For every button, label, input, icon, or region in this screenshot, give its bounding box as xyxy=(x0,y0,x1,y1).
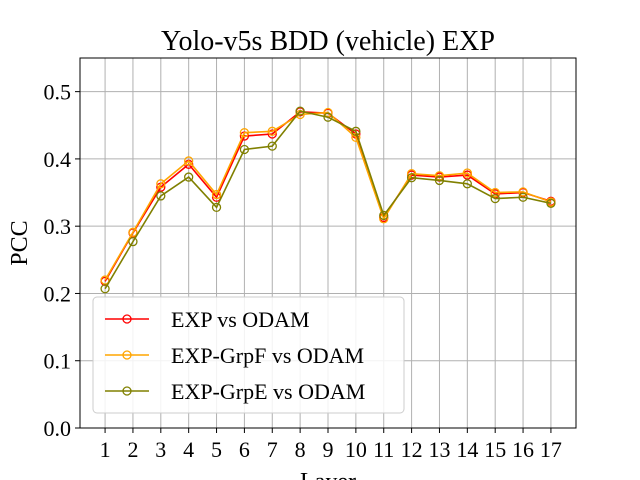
series-layer xyxy=(100,106,556,294)
legend-label: EXP-GrpE vs ODAM xyxy=(171,379,365,404)
data-point xyxy=(239,128,250,138)
y-tick-label: 0.4 xyxy=(44,147,72,172)
y-tick-label: 0.1 xyxy=(44,349,72,374)
y-axis-label: PCC xyxy=(7,220,33,265)
data-point xyxy=(406,173,417,183)
x-tick-label: 4 xyxy=(183,437,194,462)
legend-label: EXP vs ODAM xyxy=(171,307,310,332)
data-point xyxy=(128,227,138,237)
data-point xyxy=(518,187,528,197)
legend-label: EXP-GrpF vs ODAM xyxy=(171,343,364,368)
legend-swatch-marker xyxy=(122,350,132,360)
x-tick-label: 16 xyxy=(512,437,534,462)
data-point xyxy=(100,284,110,294)
data-point xyxy=(518,192,528,202)
series-line xyxy=(104,110,552,290)
x-tick-label: 9 xyxy=(323,437,334,462)
y-tick-label: 0.0 xyxy=(44,416,72,441)
data-point xyxy=(184,156,194,166)
y-tick-label: 0.2 xyxy=(44,281,72,306)
series-3 xyxy=(100,106,556,294)
x-tick-label: 2 xyxy=(127,437,138,462)
data-point xyxy=(267,141,277,151)
data-point xyxy=(462,179,472,189)
data-point xyxy=(490,193,500,204)
legend-swatch-marker xyxy=(122,314,132,324)
data-point xyxy=(434,175,445,186)
data-point xyxy=(295,106,305,116)
data-point xyxy=(267,126,277,136)
x-tick-label: 17 xyxy=(540,437,562,462)
x-tick-label: 5 xyxy=(211,437,222,462)
legend-box xyxy=(92,296,405,414)
data-point xyxy=(211,189,222,200)
series-2 xyxy=(100,107,556,285)
x-axis-label: Layer xyxy=(300,469,356,480)
x-tick-label: 10 xyxy=(345,437,367,462)
y-tick-label: 0.3 xyxy=(44,214,72,239)
x-tick-label: 7 xyxy=(267,437,278,462)
x-tick-label: 11 xyxy=(373,437,394,462)
x-tick-label: 14 xyxy=(456,437,478,462)
data-point xyxy=(128,237,138,247)
x-axis-ticks: 1 2 3 4 5 6 7 8 9 10 11 12 13 14 15 16 17 xyxy=(100,428,562,462)
x-tick-label: 12 xyxy=(401,437,423,462)
y-tick-label: 0.5 xyxy=(44,80,72,105)
data-point xyxy=(156,191,166,201)
data-point xyxy=(267,129,277,139)
data-point xyxy=(490,187,500,198)
data-point xyxy=(351,126,361,136)
x-tick-label: 8 xyxy=(295,437,306,462)
data-point xyxy=(100,275,110,285)
data-point xyxy=(211,202,222,212)
data-point xyxy=(379,210,389,221)
data-point xyxy=(239,144,250,155)
x-tick-label: 1 xyxy=(100,437,111,462)
data-point xyxy=(156,179,166,189)
data-point xyxy=(462,168,472,178)
legend-swatch-marker xyxy=(122,386,132,396)
legend: EXP vs ODAM EXP-GrpF vs ODAM EXP-GrpE vs O… xyxy=(92,296,405,414)
series-line xyxy=(104,111,552,281)
y-axis-ticks: 0.0 0.1 0.2 0.3 0.4 0.5 xyxy=(44,80,80,441)
x-tick-label: 3 xyxy=(155,437,166,462)
x-tick-label: 13 xyxy=(428,437,450,462)
x-tick-label: 6 xyxy=(239,437,250,462)
data-point xyxy=(546,198,556,208)
data-point xyxy=(184,172,194,182)
x-tick-label: 15 xyxy=(484,437,506,462)
chart-title: Yolo-v5s BDD (vehicle) EXP xyxy=(161,26,495,57)
data-point xyxy=(323,112,333,122)
